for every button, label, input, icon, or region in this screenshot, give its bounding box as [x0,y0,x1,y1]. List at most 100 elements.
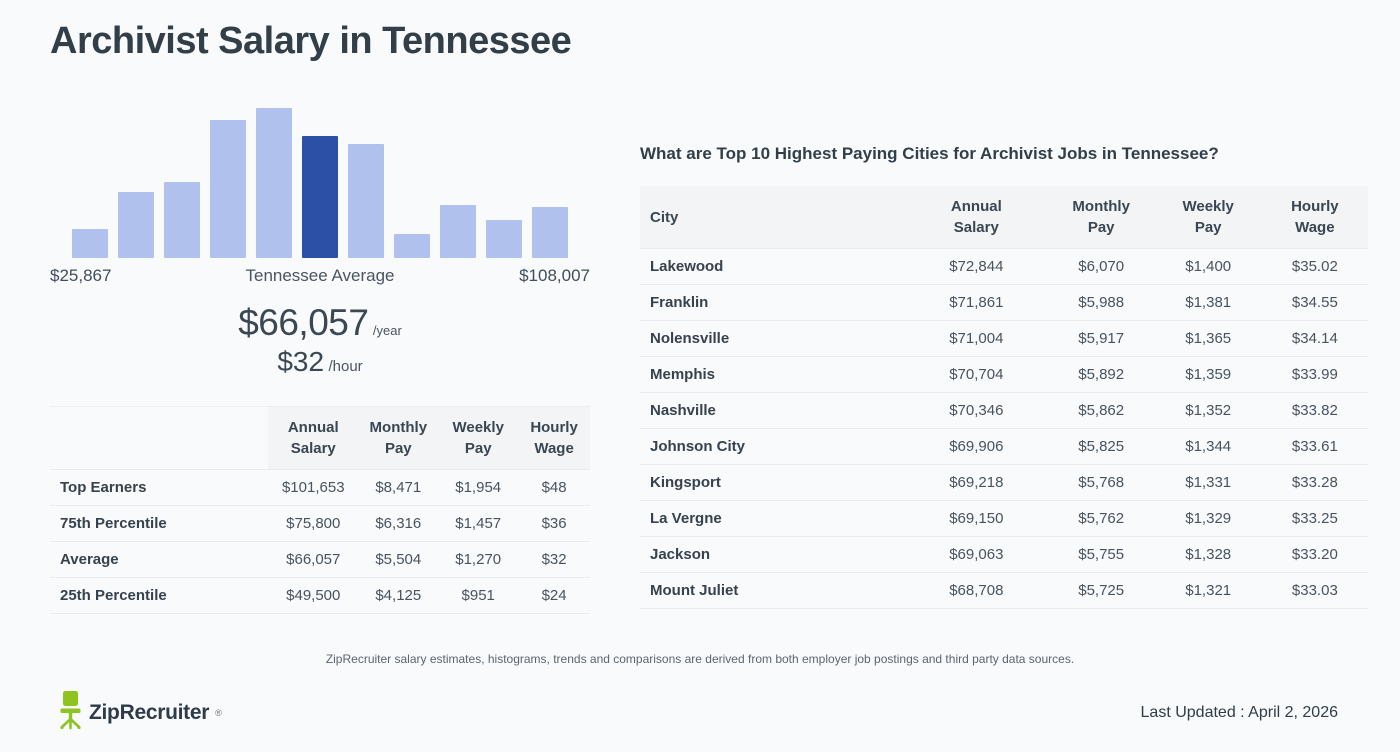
table-row: Mount Juliet $68,708 $5,725 $1,321 $33.03 [640,572,1368,609]
row-value: $36 [518,505,590,542]
column-header [50,407,268,470]
row-value: $75,800 [268,505,359,542]
min-salary-label: $25,867 [50,266,112,285]
row-value: $5,917 [1047,320,1155,357]
row-value: $33.61 [1261,428,1368,465]
row-label: Average [50,541,269,578]
table-row: Average $66,057 $5,504 $1,270 $32 [50,541,590,578]
percentile-table: Annual Salary Monthly Pay Weekly Pay Hourly… [50,406,590,614]
row-value: $48 [518,469,590,506]
histogram-bar [72,229,108,258]
row-value: $70,346 [904,392,1048,429]
row-value: $24 [518,577,590,614]
row-value: $33.20 [1261,536,1368,573]
row-label: La Vergne [640,500,905,537]
row-value: $66,057 [268,541,359,578]
histogram-bar [118,192,154,258]
row-label: Nolensville [640,320,905,357]
row-value: $5,762 [1047,500,1155,537]
table-row: Johnson City $69,906 $5,825 $1,344 $33.61 [640,428,1368,465]
table-row: Kingsport $69,218 $5,768 $1,331 $33.28 [640,464,1368,501]
column-header: City [640,186,905,249]
row-label: Lakewood [640,248,905,285]
row-label: Johnson City [640,428,905,465]
row-value: $33.82 [1261,392,1368,429]
histogram-bar [164,182,200,258]
row-value: $69,063 [904,536,1048,573]
row-value: $35.02 [1261,248,1368,285]
row-value: $33.25 [1261,500,1368,537]
average-hourly-salary: $32 /hour [50,346,590,378]
table-header-row: Annual Salary Monthly Pay Weekly Pay Hourly… [50,406,590,470]
table-row: Franklin $71,861 $5,988 $1,381 $34.55 [640,284,1368,321]
histogram-bar [440,205,476,258]
row-value: $4,125 [358,577,439,614]
row-value: $5,862 [1047,392,1155,429]
chair-icon [58,690,83,735]
average-annual-salary: $66,057 /year [50,302,590,344]
histogram-bars [72,108,568,258]
row-value: $6,070 [1047,248,1155,285]
column-header: Hourly Wage [1261,186,1368,249]
row-value: $71,861 [904,284,1048,321]
row-label: Nashville [640,392,905,429]
table-row: Jackson $69,063 $5,755 $1,328 $33.20 [640,536,1368,573]
row-value: $5,825 [1047,428,1155,465]
histogram-bar [256,108,292,258]
average-hourly-unit: /hour [328,358,363,375]
row-label: Jackson [640,536,905,573]
row-label: Memphis [640,356,905,393]
row-value: $34.14 [1261,320,1368,357]
row-value: $1,270 [438,541,519,578]
row-label: Kingsport [640,464,905,501]
column-header: Hourly Wage [518,406,590,470]
table-header-row: City Annual Salary Monthly Pay Weekly Pay Ho… [640,186,1368,249]
row-value: $1,329 [1154,500,1262,537]
row-value: $951 [438,577,519,614]
average-annual-unit: /year [372,323,402,338]
row-label: Franklin [640,284,905,321]
row-value: $5,768 [1047,464,1155,501]
row-value: $70,704 [904,356,1048,393]
row-value: $5,725 [1047,572,1155,609]
row-value: $1,457 [438,505,519,542]
row-value: $1,954 [438,469,519,506]
column-header: Weekly Pay [438,406,519,470]
row-value: $1,331 [1154,464,1262,501]
table-row: Nashville $70,346 $5,862 $1,352 $33.82 [640,392,1368,429]
brand-name: ZipRecruiter [89,700,210,724]
row-value: $49,500 [268,577,359,614]
row-value: $5,988 [1047,284,1155,321]
histogram-bar-average [302,136,338,258]
row-label: 25th Percentile [50,577,269,614]
row-value: $68,708 [904,572,1048,609]
last-updated-text: Last Updated : April 2, 2026 [1140,704,1338,721]
column-header: Annual Salary [904,186,1048,249]
row-value: $6,316 [358,505,439,542]
row-value: $69,150 [904,500,1048,537]
table-row: Top Earners $101,653 $8,471 $1,954 $48 [50,469,590,506]
row-label: Mount Juliet [640,572,905,609]
table-row: Lakewood $72,844 $6,070 $1,400 $35.02 [640,248,1368,285]
histogram-bar [486,220,522,258]
row-value: $69,906 [904,428,1048,465]
registered-mark: ® [215,707,222,718]
column-header: Weekly Pay [1154,186,1262,249]
row-value: $1,344 [1154,428,1262,465]
row-value: $72,844 [904,248,1048,285]
row-value: $69,218 [904,464,1048,501]
ziprecruiter-logo[interactable]: ZipRecruiter ® [58,690,222,735]
salary-histogram: $25,867 Tennessee Average $108,007 $66,0… [50,108,590,378]
row-value: $101,653 [268,469,359,506]
disclaimer-text: ZipRecruiter salary estimates, histogram… [325,652,1075,666]
row-value: $1,381 [1154,284,1262,321]
column-header: Monthly Pay [1047,186,1155,249]
table-row: La Vergne $69,150 $5,762 $1,329 $33.25 [640,500,1368,537]
cities-section-title: What are Top 10 Highest Paying Cities fo… [640,144,1219,163]
row-value: $33.99 [1261,356,1368,393]
max-salary-label: $108,007 [519,266,590,285]
histogram-bar [210,120,246,258]
row-value: $5,504 [358,541,439,578]
column-header: Annual Salary [268,406,359,470]
row-value: $1,359 [1154,356,1262,393]
